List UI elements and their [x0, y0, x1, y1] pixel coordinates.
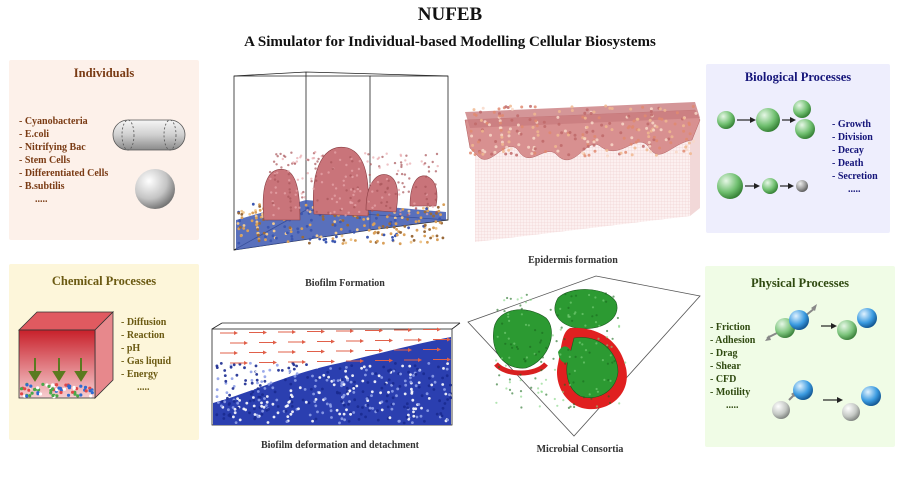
decay-death-icon	[717, 173, 808, 199]
growth-division-icon	[717, 100, 815, 139]
individuals-title: Individuals	[73, 66, 135, 80]
flow-arrow-icons	[220, 327, 451, 365]
list-item: - Motility	[710, 387, 751, 398]
chemical-title: Chemical Processes	[51, 274, 157, 288]
individuals-panel: Individuals - Cyanobacteria - E.coli - N…	[9, 60, 199, 240]
list-item: .....	[137, 382, 150, 393]
list-item: - Nitrifying Bac	[19, 142, 86, 153]
sphere-cell-icon	[135, 169, 175, 209]
biofilm-deformation-image	[211, 322, 461, 426]
physical-title: Physical Processes	[750, 276, 850, 290]
cell-shapes-illustration	[112, 119, 186, 209]
list-item: - Differentiated Cells	[19, 168, 109, 179]
caption-biofilm-formation: Biofilm Formation	[305, 278, 385, 289]
list-item: - Shear	[710, 361, 741, 372]
list-item: .....	[726, 400, 739, 411]
list-item: - Energy	[121, 369, 158, 380]
list-item: - Cyanobacteria	[19, 116, 88, 127]
list-item: - Growth	[832, 119, 871, 130]
consortia-colonies	[493, 289, 627, 410]
list-item: .....	[35, 194, 48, 205]
caption-epidermis-formation: Epidermis formation	[528, 255, 618, 266]
list-item: - Division	[832, 132, 873, 143]
chemical-list: - Diffusion - Reaction - pH - Gas liquid…	[121, 316, 171, 394]
molecule-dots	[19, 382, 94, 399]
list-item: - Decay	[832, 145, 864, 156]
biological-list: - Growth - Division - Decay - Death - Se…	[832, 118, 878, 196]
consortia-texture	[495, 292, 627, 409]
biological-panel: Biological Processes - Growth - Division…	[706, 64, 890, 233]
list-item: - Reaction	[121, 330, 165, 341]
page-title: NUFEB	[417, 4, 483, 25]
caption-consortia: Microbial Consortia	[536, 444, 624, 455]
epidermis-formation-image	[464, 102, 701, 242]
biological-process-illustration	[717, 100, 815, 199]
list-item: - Death	[832, 158, 864, 169]
list-item: .....	[848, 184, 861, 195]
list-item: - Gas liquid	[121, 356, 172, 367]
motility-icon	[772, 380, 881, 421]
chemical-panel: Chemical Processes - Diffusion - Reactio…	[9, 264, 199, 440]
list-item: - E.coli	[19, 129, 49, 140]
physical-list: - Friction - Adhesion - Drag - Shear - C…	[710, 321, 755, 412]
list-item: - Friction	[710, 322, 751, 333]
list-item: - Secretion	[832, 171, 878, 182]
chemical-box-illustration	[18, 311, 114, 399]
deformation-cells	[215, 361, 452, 425]
biological-title: Biological Processes	[744, 70, 852, 84]
biofilm-formation-image	[233, 71, 449, 251]
list-item: - B.subtilis	[19, 181, 65, 192]
list-item: - Stem Cells	[19, 155, 71, 166]
caption-deformation: Biofilm deformation and detachment	[260, 440, 420, 451]
adhesion-icon	[765, 304, 877, 341]
rod-cell-icon	[112, 119, 186, 151]
page-subtitle: A Simulator for Individual-based Modelli…	[244, 34, 656, 50]
list-item: - Diffusion	[121, 317, 167, 328]
microbial-consortia-image	[467, 275, 701, 437]
biofilm-texture	[268, 150, 439, 217]
list-item: - Drag	[710, 348, 738, 359]
list-item: - Adhesion	[710, 335, 756, 346]
list-item: - CFD	[710, 374, 737, 385]
physical-process-illustration	[765, 304, 881, 421]
individuals-list: - Cyanobacteria - E.coli - Nitrifying Ba…	[19, 115, 108, 206]
physical-panel: Physical Processes - Friction - Adhesion…	[705, 266, 895, 447]
epidermis-texture	[469, 104, 698, 158]
list-item: - pH	[121, 343, 141, 354]
diffusion-arrow-icon	[28, 358, 88, 382]
